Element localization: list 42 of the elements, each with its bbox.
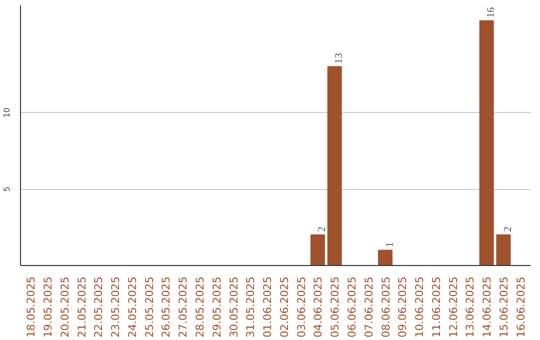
x-tick-label: 03.06.2025 bbox=[294, 276, 308, 338]
x-tick-label: 11.06.2025 bbox=[430, 276, 443, 338]
x-tick-label: 23.05.2025 bbox=[109, 276, 122, 338]
x-tick-label: 22.05.2025 bbox=[92, 276, 106, 338]
bar bbox=[378, 250, 393, 266]
x-tick-label: 26.05.2025 bbox=[160, 276, 173, 338]
x-tick-label: 31.05.2025 bbox=[244, 276, 258, 338]
bar bbox=[327, 66, 342, 266]
x-tick-label: 16.06.2025 bbox=[514, 276, 528, 338]
x-tick-label: 18.05.2025 bbox=[24, 276, 38, 338]
x-tick-label: 05.06.2025 bbox=[328, 276, 342, 338]
bar bbox=[496, 234, 511, 266]
data-label: 2 bbox=[502, 226, 514, 232]
x-tick-label: 15.06.2025 bbox=[497, 276, 510, 338]
x-tick-label: 10.06.2025 bbox=[413, 276, 426, 338]
x-tick-label: 13.06.2025 bbox=[464, 276, 477, 338]
x-tick-label: 27.05.2025 bbox=[176, 276, 190, 338]
bar bbox=[310, 234, 325, 266]
x-tick-label: 21.05.2025 bbox=[75, 276, 88, 338]
x-tick-label: 01.06.2025 bbox=[261, 276, 274, 338]
data-label: 13 bbox=[334, 53, 346, 64]
x-tick-label: 30.05.2025 bbox=[227, 276, 240, 338]
x-tick-label: 02.06.2025 bbox=[278, 276, 291, 338]
x-tick-label: 04.06.2025 bbox=[312, 276, 325, 338]
data-label: 1 bbox=[384, 242, 396, 248]
x-tick-label: 28.05.2025 bbox=[194, 276, 207, 338]
y-tick-label: 10 bbox=[2, 107, 12, 118]
x-tick-label: 25.05.2025 bbox=[142, 276, 156, 338]
data-label: 2 bbox=[317, 226, 328, 232]
x-tick-label: 06.06.2025 bbox=[345, 276, 358, 338]
x-tick-label: 20.05.2025 bbox=[58, 276, 72, 338]
bar bbox=[479, 20, 494, 266]
x-tick-label: 24.05.2025 bbox=[126, 276, 139, 338]
x-tick-label: 09.06.2025 bbox=[396, 276, 410, 338]
x-tick-label: 07.06.2025 bbox=[362, 276, 376, 338]
x-tick-label: 12.06.2025 bbox=[446, 276, 460, 338]
data-label: 16 bbox=[486, 6, 498, 18]
x-tick-label: 19.05.2025 bbox=[42, 276, 55, 338]
x-tick-label: 08.06.2025 bbox=[379, 276, 392, 338]
x-tick-label: 29.05.2025 bbox=[210, 276, 224, 338]
x-tick-label: 14.06.2025 bbox=[480, 276, 494, 338]
y-tick-label: 5 bbox=[2, 186, 12, 192]
